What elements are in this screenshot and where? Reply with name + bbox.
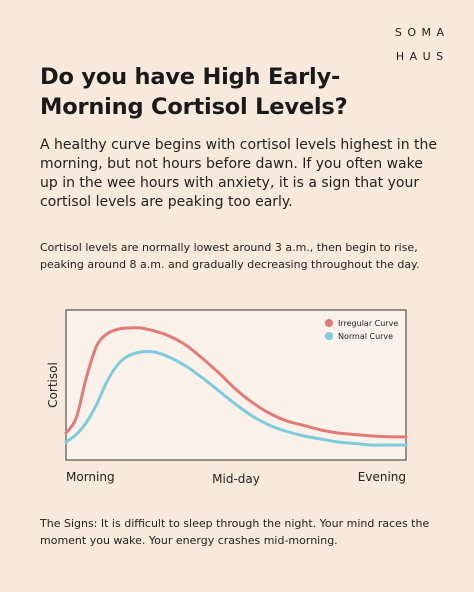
x-tick-label-midday: Mid-day [212, 472, 260, 486]
svg-text:H A U S: H A U S [396, 50, 444, 63]
legend-label-normal-curve: Normal Curve [338, 332, 393, 341]
series-line-normal-curve [64, 349, 408, 447]
cortisol-note: Cortisol levels are normally lowest arou… [40, 241, 420, 271]
legend-marker-normal-curve [325, 332, 333, 340]
legend-label-irregular-curve: Irregular Curve [338, 319, 398, 328]
legend-marker-irregular-curve [325, 319, 333, 327]
plot-area [65, 309, 407, 461]
series-layer [64, 326, 408, 447]
series-line-irregular-curve [64, 326, 408, 439]
brand-logo: S O M A H A U S [395, 26, 445, 63]
intro-paragraph: A healthy curve begins with cortisol lev… [40, 137, 437, 210]
chart-legend: Irregular Curve Normal Curve [325, 319, 398, 341]
title-line-2: Morning Cortisol Levels? [40, 94, 348, 120]
signs-paragraph: The Signs: It is difficult to sleep thro… [40, 517, 430, 547]
title-line-1: Do you have High Early- [40, 64, 341, 90]
x-tick-label-evening: Evening [358, 470, 406, 484]
brand-wordmark: S O M A H A U S [395, 26, 445, 63]
svg-text:S O M A: S O M A [395, 26, 445, 39]
page-title: Do you have High Early- Morning Cortisol… [40, 62, 380, 122]
x-tick-label-morning: Morning [66, 470, 115, 484]
y-axis-label: Cortisol [46, 362, 60, 408]
